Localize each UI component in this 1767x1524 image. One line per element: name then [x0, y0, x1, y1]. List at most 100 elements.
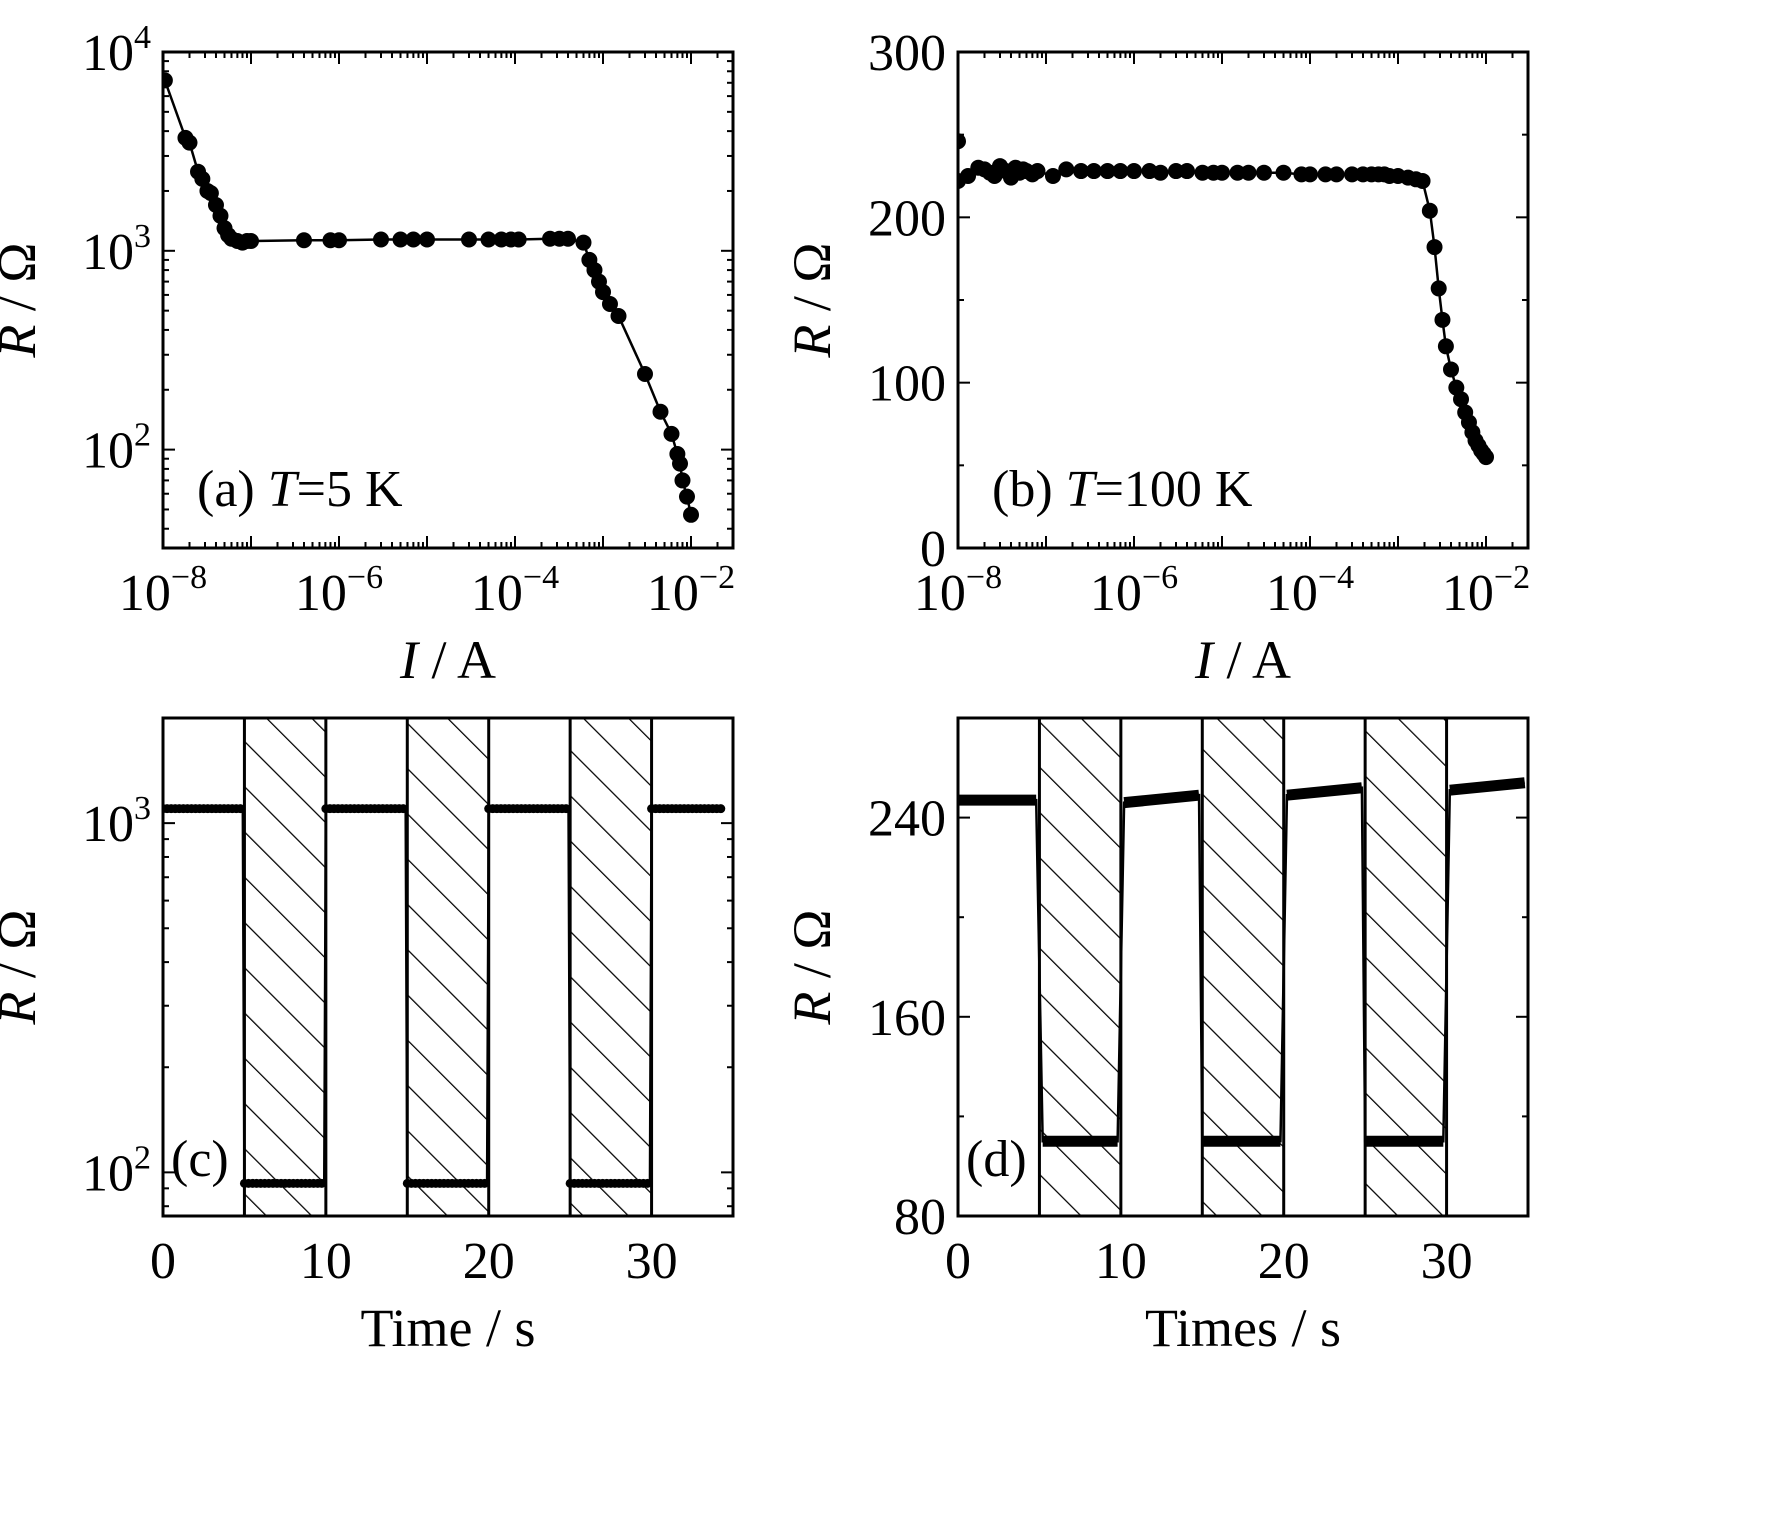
panel-temperature-value: =5 K — [297, 461, 403, 518]
hatched-interval-1 — [242, 716, 328, 1218]
y-tick-exponent: 2 — [134, 1139, 151, 1176]
data-point — [235, 804, 245, 814]
x-axis-label: Time / s — [360, 1298, 535, 1358]
y-tick-exponent: 3 — [134, 790, 151, 827]
y-tick-label: 104 — [82, 19, 151, 82]
y-axis-label: R / Ω — [0, 242, 47, 358]
x-tick-exponent: −2 — [1494, 559, 1530, 596]
y-axis-unit: / Ω — [0, 909, 47, 991]
y-axis-symbol: R — [0, 325, 47, 359]
y-tick-label: 160 — [868, 990, 946, 1047]
data-point — [510, 231, 527, 248]
y-tick-label: 103 — [82, 790, 151, 853]
panel-label: (d) — [966, 1131, 1027, 1188]
y-tick-base: 10 — [82, 796, 134, 853]
data-point — [601, 296, 618, 313]
data-layer — [958, 777, 1526, 1147]
data-point — [1029, 163, 1046, 180]
x-axis-text: Times / s — [1145, 1298, 1341, 1358]
data-point — [181, 134, 198, 151]
data-point — [561, 804, 571, 814]
hatched-interval-2 — [1200, 716, 1286, 1218]
data-point — [1275, 164, 1292, 181]
plot-frame — [161, 716, 735, 1218]
x-tick-base: 10 — [1442, 565, 1494, 622]
data-point — [559, 230, 576, 247]
data-point — [652, 403, 669, 420]
hatched-interval-3 — [568, 716, 654, 1218]
data-layer — [163, 804, 726, 1188]
x-tick-exponent: −4 — [1318, 559, 1354, 596]
data-point — [1453, 391, 1470, 408]
data-point — [1255, 164, 1272, 181]
x-tick-label: 10−4 — [1266, 559, 1354, 622]
data-point — [194, 170, 211, 187]
panel-label-text: (d) — [966, 1131, 1027, 1188]
x-tick-exponent: −8 — [171, 559, 207, 596]
data-point — [398, 804, 408, 814]
data-point — [683, 506, 700, 523]
data-point — [1442, 361, 1459, 378]
data-point — [1343, 166, 1360, 183]
x-tick-label: 10−2 — [647, 559, 735, 622]
data-point — [1178, 163, 1195, 180]
y-axis-label: R / Ω — [0, 909, 47, 1025]
data-point — [1229, 164, 1246, 181]
y-tick-label: 80 — [894, 1189, 946, 1246]
data-point — [295, 232, 312, 249]
panel-label: (b) T=100 K — [992, 461, 1253, 518]
y-tick-text: 100 — [868, 356, 946, 413]
y-tick-label: 102 — [82, 417, 151, 480]
y-tick-base: 10 — [82, 25, 134, 82]
x-tick-label: 30 — [626, 1233, 678, 1290]
data-point — [636, 366, 653, 383]
panel-temperature-value: =100 K — [1095, 461, 1253, 518]
data-segment — [1449, 777, 1526, 796]
x-tick-base: 10 — [119, 565, 171, 622]
data-point — [1414, 172, 1431, 189]
x-tick-label: 10−6 — [295, 559, 383, 622]
y-tick-label: 200 — [868, 190, 946, 247]
data-point — [1478, 449, 1495, 466]
y-axis-label: R / Ω — [782, 909, 842, 1025]
data-point — [663, 425, 680, 442]
y-tick-label: 103 — [82, 218, 151, 281]
y-tick-label: 0 — [920, 521, 946, 578]
x-tick-label: 10−6 — [1090, 559, 1178, 622]
data-point — [243, 233, 260, 250]
x-axis-label: I / A — [1194, 630, 1291, 690]
x-tick-text: 20 — [1258, 1233, 1310, 1290]
x-tick-label: 20 — [463, 1233, 515, 1290]
x-axis-label: Times / s — [1145, 1298, 1341, 1358]
x-tick-label: 0 — [945, 1233, 971, 1290]
data-point — [317, 1178, 327, 1188]
y-axis-unit: / Ω — [782, 909, 842, 991]
data-point — [419, 231, 436, 248]
y-tick-text: 240 — [868, 791, 946, 848]
x-tick-exponent: −4 — [523, 559, 559, 596]
y-tick-label: 102 — [82, 1139, 151, 1202]
y-axis-unit: / Ω — [0, 242, 47, 324]
y-tick-label: 100 — [868, 356, 946, 413]
x-tick-exponent: −2 — [699, 559, 735, 596]
panel-temperature-symbol: T — [268, 461, 300, 518]
panel-label: (c) — [171, 1131, 229, 1188]
data-segment — [1123, 789, 1200, 809]
panel-d: 0 10 20 30 80 160 240 Times / s R / Ω (d) — [782, 716, 1530, 1358]
data-point — [1152, 164, 1169, 181]
y-tick-text: 80 — [894, 1189, 946, 1246]
data-point — [460, 231, 477, 248]
data-point — [1112, 163, 1129, 180]
data-point — [1099, 163, 1116, 180]
x-tick-exponent: −8 — [966, 559, 1002, 596]
data-point — [674, 472, 691, 489]
y-tick-base: 10 — [82, 1145, 134, 1202]
panel-label-text: (b) — [992, 461, 1066, 518]
x-tick-label: 0 — [150, 1233, 176, 1290]
y-tick-text: 200 — [868, 190, 946, 247]
hatched-interval-1 — [1037, 716, 1123, 1218]
data-point — [1328, 166, 1345, 183]
data-point — [480, 231, 497, 248]
